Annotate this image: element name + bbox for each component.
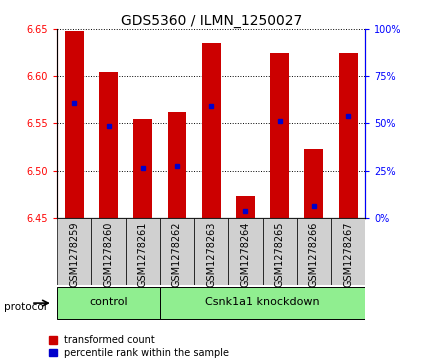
Bar [263,218,297,285]
Bar [228,218,263,285]
Bar [65,31,84,218]
Text: protocol: protocol [4,302,47,312]
Text: control: control [89,297,128,307]
Bar [133,119,152,218]
Text: GSM1278260: GSM1278260 [103,221,114,286]
Text: GSM1278264: GSM1278264 [240,221,250,286]
Bar [57,218,92,285]
Title: GDS5360 / ILMN_1250027: GDS5360 / ILMN_1250027 [121,14,302,28]
Text: GSM1278261: GSM1278261 [138,221,148,286]
Bar [236,196,255,218]
Bar [339,53,358,218]
Bar [99,72,118,218]
Bar [297,218,331,285]
Bar [92,218,126,285]
Bar [331,218,365,285]
Bar [304,149,323,218]
Text: GSM1278267: GSM1278267 [343,221,353,287]
Bar [270,53,289,218]
Text: GSM1278263: GSM1278263 [206,221,216,286]
Bar [168,112,187,218]
Text: GSM1278266: GSM1278266 [309,221,319,286]
Text: GSM1278262: GSM1278262 [172,221,182,287]
Bar [57,287,160,319]
Text: Csnk1a1 knockdown: Csnk1a1 knockdown [205,297,320,307]
Bar [202,43,220,218]
Bar [194,218,228,285]
Text: GSM1278265: GSM1278265 [275,221,285,287]
Bar [160,287,365,319]
Text: GSM1278259: GSM1278259 [70,221,79,287]
Bar [160,218,194,285]
Bar [126,218,160,285]
Legend: transformed count, percentile rank within the sample: transformed count, percentile rank withi… [49,335,229,358]
